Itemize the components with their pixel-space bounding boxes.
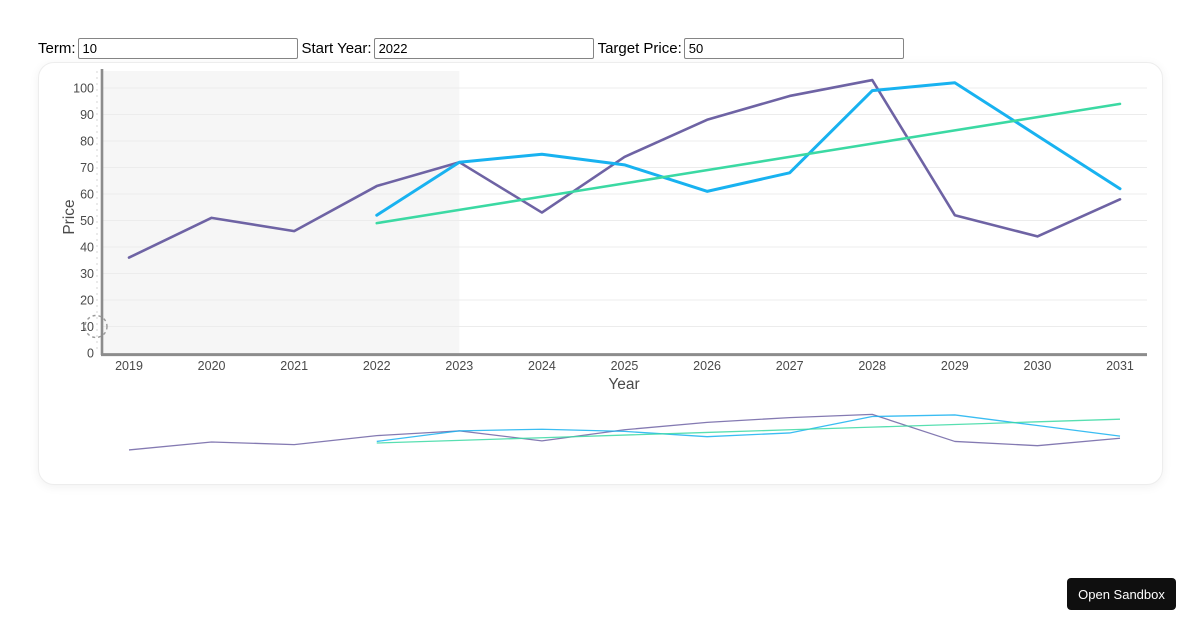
y-tick-label: 50 bbox=[80, 214, 94, 228]
y-tick-label: 80 bbox=[80, 135, 94, 149]
series-line-price-history bbox=[127, 78, 1122, 259]
mini-series-line-price-history bbox=[128, 413, 1121, 451]
x-tick-label: 2023 bbox=[445, 359, 473, 373]
x-tick-label: 2020 bbox=[198, 359, 226, 373]
x-tick-label: 2027 bbox=[776, 359, 804, 373]
brush-overlay[interactable] bbox=[101, 401, 1147, 465]
start-year-label: Start Year: bbox=[301, 40, 372, 57]
x-tick-label: 2019 bbox=[115, 359, 143, 373]
x-tick-label: 2024 bbox=[528, 359, 556, 373]
y-tick-label: 10 bbox=[80, 320, 94, 334]
y-tick-label: 0 bbox=[87, 347, 94, 361]
target-price-label: Target Price: bbox=[597, 40, 682, 57]
mini-series-line-target-trend bbox=[376, 418, 1121, 444]
x-tick-label: 2026 bbox=[693, 359, 721, 373]
y-tick-label: 90 bbox=[80, 108, 94, 122]
y-tick-label: 40 bbox=[80, 241, 94, 255]
chart-card: 0 10 20 30 40 50 60 70 80 90 100 2019 2020 2021 2022 20… bbox=[38, 62, 1163, 485]
x-tick-label: 2029 bbox=[941, 359, 969, 373]
y-tick-label: 60 bbox=[80, 188, 94, 202]
target-price-input[interactable] bbox=[683, 38, 904, 59]
series-line-target-trend bbox=[375, 102, 1122, 225]
x-tick-label: 2021 bbox=[280, 359, 308, 373]
x-tick-label: 2028 bbox=[858, 359, 886, 373]
y-tick-label: 70 bbox=[80, 161, 94, 175]
y-tick-label: 30 bbox=[80, 267, 94, 281]
x-axis-title: Year bbox=[608, 376, 639, 393]
y-axis-title: Price bbox=[61, 199, 78, 234]
mini-series-line-price-projection bbox=[376, 414, 1121, 443]
start-year-input[interactable] bbox=[373, 38, 594, 59]
y-tick-label: 20 bbox=[80, 294, 94, 308]
controls-bar: Term: Start Year: Target Price: bbox=[38, 38, 908, 59]
x-tick-label: 2022 bbox=[363, 359, 391, 373]
x-tick-label: 2031 bbox=[1106, 359, 1134, 373]
term-input[interactable] bbox=[77, 38, 298, 59]
y-axis-drag-handle[interactable] bbox=[84, 314, 108, 339]
shaded-region bbox=[101, 71, 460, 353]
term-label: Term: bbox=[38, 40, 76, 57]
x-tick-label: 2025 bbox=[611, 359, 639, 373]
open-sandbox-button[interactable]: Open Sandbox bbox=[1067, 578, 1176, 610]
x-tick-label: 2030 bbox=[1024, 359, 1052, 373]
y-tick-label: 100 bbox=[73, 82, 94, 96]
series-line-price-projection bbox=[375, 81, 1122, 217]
